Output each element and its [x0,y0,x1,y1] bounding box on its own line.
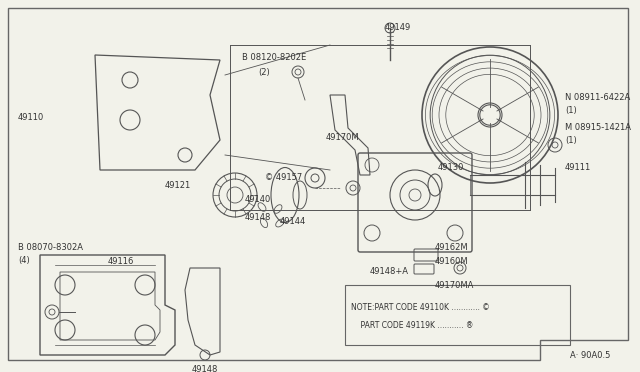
Text: 49111: 49111 [565,164,591,173]
Text: 49148: 49148 [245,214,271,222]
Text: 49116: 49116 [108,257,134,266]
Text: A· 90A0.5: A· 90A0.5 [570,350,610,359]
Text: 49130: 49130 [438,164,465,173]
Text: B 08120-8202E: B 08120-8202E [242,54,307,62]
Text: (1): (1) [565,135,577,144]
Text: 49170MA: 49170MA [435,280,474,289]
Text: (1): (1) [565,106,577,115]
Text: 49149: 49149 [385,23,412,32]
Text: 49144: 49144 [280,218,307,227]
Text: 49162M: 49162M [435,243,468,251]
Text: 49110: 49110 [18,113,44,122]
Text: (2): (2) [258,67,269,77]
Text: 49148+A: 49148+A [370,267,409,276]
Text: 49121: 49121 [165,180,191,189]
Text: B 08070-8302A: B 08070-8302A [18,244,83,253]
Text: 49170M: 49170M [326,134,360,142]
Text: (4): (4) [18,256,29,264]
Text: 49148: 49148 [192,366,218,372]
Text: PART CODE 49119K ........... ®: PART CODE 49119K ........... ® [351,321,474,330]
Text: 49160M: 49160M [435,257,468,266]
Text: © 49157: © 49157 [265,173,302,183]
Text: 49140: 49140 [245,196,271,205]
Text: NOTE:PART CODE 49110K ............ ©: NOTE:PART CODE 49110K ............ © [351,303,490,312]
Text: N 08911-6422A: N 08911-6422A [565,93,630,103]
Text: M 08915-1421A: M 08915-1421A [565,124,631,132]
